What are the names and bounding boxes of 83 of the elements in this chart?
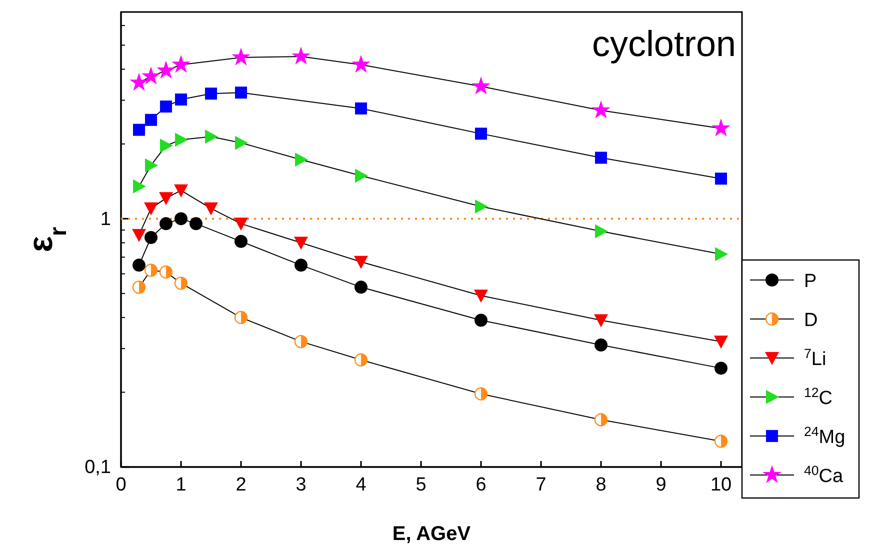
point: [354, 353, 368, 366]
y-tick-label: 0,1: [84, 457, 111, 478]
point: [174, 212, 188, 226]
x-tick-label: 2: [236, 474, 246, 496]
point: [204, 202, 218, 216]
point: [474, 314, 488, 327]
point: [355, 102, 367, 114]
point: [144, 231, 158, 244]
point: [175, 94, 187, 106]
point: [172, 54, 190, 73]
point: [475, 199, 488, 214]
point: [175, 132, 188, 147]
point: [714, 362, 728, 375]
annotation: cyclotron: [592, 23, 736, 64]
legend-label: $^{24}$Mg: [804, 424, 846, 448]
point: [132, 258, 146, 272]
legend-label: P: [804, 271, 817, 292]
point: [294, 236, 308, 250]
legend-label: $^{7}$Li: [804, 346, 826, 370]
point: [594, 338, 608, 352]
point: [232, 48, 250, 66]
point: [132, 280, 146, 294]
point: [133, 124, 145, 136]
point: [352, 54, 370, 73]
point: [472, 76, 490, 94]
point: [595, 224, 608, 238]
point: [712, 118, 730, 136]
x-axis-title: E, AGeV: [392, 523, 472, 545]
point: [294, 258, 308, 272]
point: [234, 218, 248, 231]
point: [145, 158, 158, 172]
point: [144, 264, 158, 277]
point: [144, 202, 158, 216]
point: [234, 310, 248, 324]
point: [354, 256, 368, 269]
point: [159, 265, 173, 279]
x-tick-label: 10: [710, 474, 732, 496]
point: [145, 114, 157, 126]
x-tick-label: 7: [536, 474, 546, 496]
x-tick-label: 5: [416, 474, 426, 496]
point: [595, 152, 607, 164]
point: [159, 192, 173, 206]
point: [235, 86, 247, 99]
point: [714, 336, 728, 349]
point: [132, 228, 146, 242]
point: [130, 72, 148, 91]
legend-label: $^{40}$Ca: [804, 462, 844, 487]
point: [234, 234, 248, 248]
point: [133, 179, 146, 194]
point: [142, 66, 160, 84]
point: [292, 46, 310, 65]
point: [355, 168, 368, 183]
legend-label: D: [804, 310, 818, 331]
x-tick-label: 1: [176, 474, 186, 496]
point: [474, 387, 488, 400]
point: [205, 130, 218, 144]
point: [715, 172, 727, 185]
point: [594, 314, 608, 328]
point: [160, 138, 173, 153]
point: [156, 60, 176, 79]
point: [714, 434, 728, 448]
x-tick-label: 4: [356, 474, 367, 496]
point: [235, 136, 248, 150]
point: [190, 217, 202, 230]
point: [174, 184, 188, 198]
point: [354, 280, 368, 294]
point: [205, 88, 217, 100]
point: [174, 276, 188, 290]
point: [294, 334, 308, 348]
x-tick-label: 0: [116, 474, 126, 496]
point: [160, 217, 172, 230]
x-tick-label: 3: [296, 474, 306, 496]
point: [295, 152, 308, 167]
x-tick-label: 8: [596, 474, 606, 496]
legend-label: $^{12}$C: [804, 384, 833, 409]
point: [475, 128, 487, 140]
point: [594, 413, 608, 426]
point: [715, 247, 728, 262]
x-tick-label: 9: [656, 474, 666, 496]
point: [592, 100, 610, 118]
point: [474, 290, 488, 303]
x-tick-label: 6: [476, 474, 486, 496]
point: [160, 100, 172, 113]
